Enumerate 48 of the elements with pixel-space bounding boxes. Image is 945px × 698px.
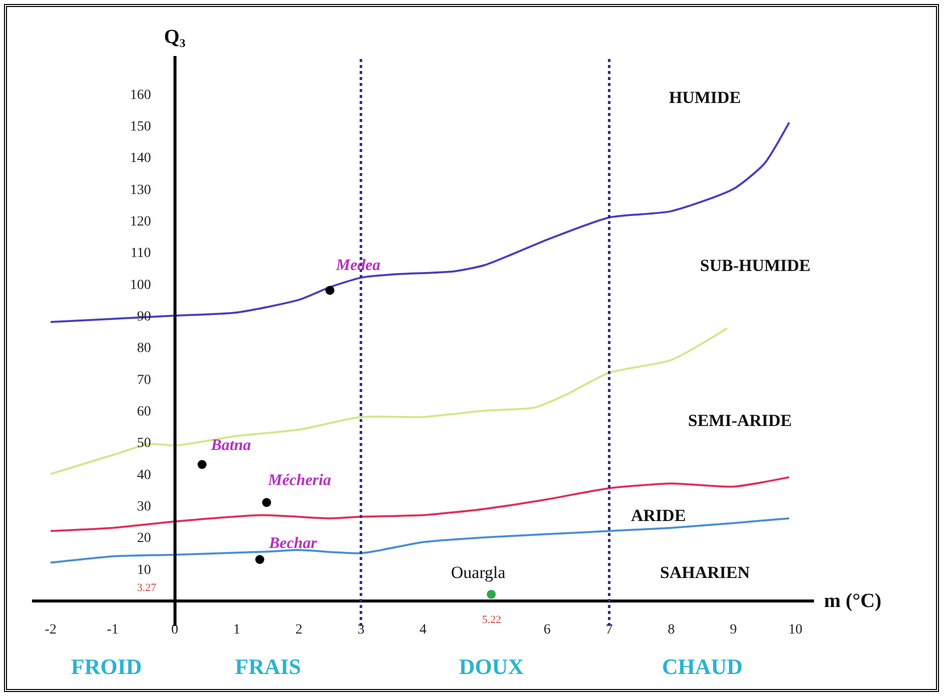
x-tick-label: 10 [788, 622, 802, 638]
annotation: HUMIDE [669, 88, 741, 107]
y-tick-label: 100 [130, 278, 151, 293]
x-tick-label: 8 [668, 622, 675, 638]
annotation: 3.27 [137, 582, 157, 594]
x-tick-label: -2 [44, 622, 56, 638]
x-tick-label: 2 [295, 622, 302, 638]
y-tick-label: 130 [130, 182, 151, 198]
text: DOUX [459, 654, 524, 679]
x-tick-label: 1 [233, 622, 240, 638]
text: CHAUD [662, 654, 743, 679]
annotation: Ouargla [451, 563, 506, 582]
annotation: ARIDE [631, 506, 686, 525]
y-tick-label: 120 [130, 214, 151, 230]
y-tick-label: 110 [130, 246, 151, 262]
annotation: Bechar [268, 535, 318, 552]
annotation: Batna [210, 437, 252, 454]
y-tick-label: 160 [130, 88, 151, 103]
x-tick-label: 6 [544, 622, 551, 638]
y-tick-label: 60 [136, 404, 151, 420]
annotation: SEMI-ARIDE [688, 411, 792, 430]
x-tick-label: 9 [730, 622, 737, 638]
x-tick-label: -1 [106, 622, 119, 638]
annotation: SUB-HUMIDE [700, 256, 811, 275]
y-tick-label: 50 [136, 436, 151, 452]
annotation: SAHARIEN [660, 563, 750, 582]
x-tick-label: 0 [171, 622, 178, 638]
y-tick-label: 20 [136, 531, 151, 546]
point [262, 498, 272, 507]
x-tick-label: 4 [420, 622, 426, 638]
y-tick-label: 80 [136, 341, 151, 356]
y-axis-title: Q₃ [164, 26, 186, 48]
text: FROID [71, 654, 142, 679]
y-tick-label: 30 [136, 500, 151, 515]
y-tick-label: 140 [130, 151, 151, 166]
y-tick-label: 40 [136, 468, 151, 483]
x-axis-title: m (°C) [824, 590, 882, 612]
point [198, 460, 207, 469]
y-tick-label: 150 [130, 120, 151, 135]
y-tick-label: 70 [136, 372, 151, 388]
annotation: Medea [335, 257, 380, 274]
point [325, 286, 334, 295]
point [486, 590, 496, 599]
annotation: Mécheria [267, 472, 332, 489]
y-tick-label: 10 [136, 562, 151, 578]
annotation: 5.22 [482, 614, 502, 626]
point [255, 555, 264, 564]
text: FRAIS [235, 654, 302, 679]
